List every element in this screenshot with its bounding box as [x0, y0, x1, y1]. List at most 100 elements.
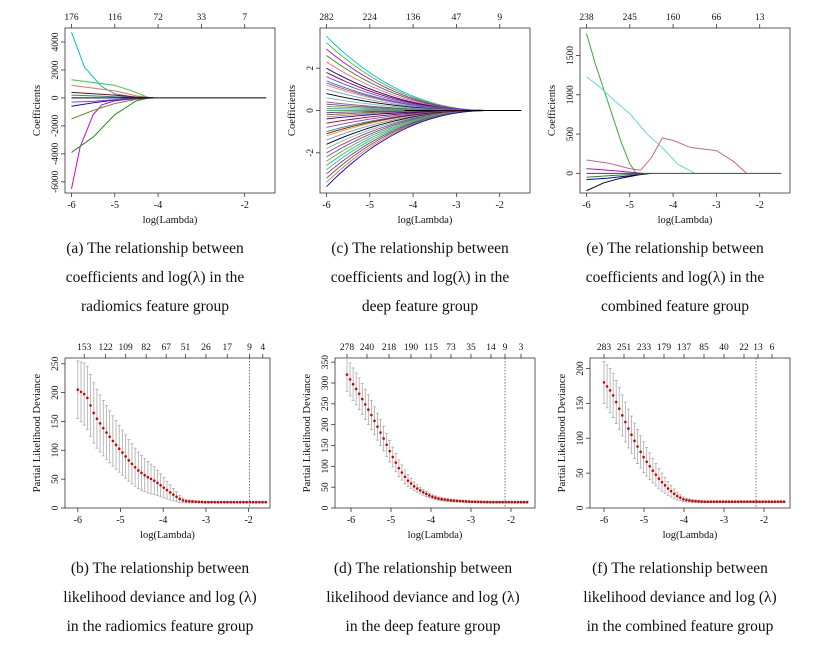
- deviance-point: [89, 404, 92, 407]
- y-axis-label: Coefficients: [287, 85, 298, 136]
- top-count-label: 238: [579, 13, 594, 23]
- chart-f-deviance: -6 -5 -4 -3 -2 283 251 233 179 137 85 40 22 13 6 0 50 100…: [557, 343, 791, 541]
- y-tick-label: 2000: [51, 60, 61, 79]
- deviance-point: [513, 500, 517, 504]
- deviance-point: [235, 500, 239, 504]
- deviance-point: [367, 408, 370, 411]
- plot-frame: [334, 357, 536, 509]
- y-tick-label: 4000: [51, 32, 61, 51]
- deviance-point: [715, 500, 719, 504]
- deviance-point: [391, 455, 395, 459]
- deviance-point: [403, 475, 407, 479]
- deviance-point: [749, 500, 752, 504]
- deviance-point: [421, 491, 425, 494]
- deviance-point: [216, 500, 220, 504]
- deviance-point: [779, 500, 783, 504]
- deviance-point: [642, 455, 645, 459]
- deviance-point: [621, 414, 624, 417]
- deviance-point: [682, 497, 685, 501]
- deviance-point: [507, 500, 510, 504]
- y-tick-label: 150: [51, 414, 61, 429]
- deviance-point: [718, 500, 722, 504]
- deviance-point: [452, 499, 456, 502]
- top-count-label: 160: [666, 13, 681, 23]
- x-tick-label: -4: [669, 200, 677, 211]
- deviance-point: [479, 500, 483, 504]
- y-tick-label: 1500: [566, 46, 576, 65]
- deviance-point: [175, 495, 178, 499]
- deviance-point: [669, 489, 673, 493]
- deviance-point: [194, 500, 197, 504]
- deviance-point: [165, 488, 169, 492]
- top-count-label: 109: [119, 343, 134, 353]
- deviance-point: [232, 500, 236, 504]
- deviance-point: [752, 500, 755, 504]
- deviance-point: [467, 500, 471, 503]
- deviance-point: [184, 499, 188, 503]
- plot-frame: [579, 27, 791, 194]
- x-tick-label: -2: [760, 515, 768, 526]
- deviance-point: [251, 500, 255, 504]
- deviance-point: [746, 500, 749, 504]
- top-count-label: 82: [141, 343, 151, 353]
- deviance-point: [666, 487, 670, 490]
- deviance-point: [470, 500, 474, 504]
- top-count-label: 85: [699, 343, 709, 353]
- deviance-point: [86, 396, 89, 400]
- deviance-point: [736, 500, 740, 504]
- x-tick-label: -4: [154, 200, 162, 211]
- caption-c-line-1: (c) The relationship between: [331, 240, 509, 257]
- x-tick-label: -3: [452, 200, 460, 211]
- deviance-point: [156, 481, 159, 485]
- deviance-point: [724, 500, 728, 504]
- deviance-point: [207, 500, 210, 504]
- deviance-point: [654, 473, 658, 476]
- deviance-point: [382, 437, 385, 440]
- deviance-point: [525, 500, 529, 504]
- deviance-point: [688, 499, 691, 502]
- deviance-point: [370, 413, 373, 417]
- deviance-point: [130, 462, 134, 466]
- caption-c-line-2: coefficients and log(λ) in the: [330, 269, 510, 286]
- y-tick-label: 150: [321, 438, 331, 453]
- deviance-point: [434, 496, 437, 500]
- deviance-point: [406, 479, 410, 482]
- chart-a-coefficients: -6 -5 -4 -2 176 116 72 33 7 -6000 -4000 -2000 0 2000 4…: [32, 13, 276, 226]
- caption-f-line-2: likelihood deviance and log (λ): [583, 589, 777, 606]
- deviance-point: [108, 435, 111, 439]
- coef-path-6: [586, 172, 652, 178]
- deviance-point: [82, 392, 86, 396]
- caption-c: (c) The relationship between coefficient…: [300, 234, 540, 321]
- deviance-point: [761, 500, 764, 504]
- y-tick-label: 200: [576, 361, 586, 376]
- deviance-point: [627, 427, 630, 430]
- x-tick-label: -4: [159, 515, 167, 526]
- top-count-label: 122: [98, 343, 113, 353]
- y-tick-label: 150: [576, 396, 586, 411]
- deviance-point: [678, 496, 682, 499]
- top-count-label: 153: [77, 343, 92, 353]
- deviance-point: [636, 445, 639, 448]
- deviance-point: [172, 493, 175, 496]
- panel-f: -6 -5 -4 -3 -2 283 251 233 179 137 85 40 22 13 6 0 50 100…: [540, 338, 810, 568]
- coef-path-39: [326, 110, 522, 135]
- panel-d: -6 -5 -4 -3 -2 278 240 218 190 115 73 35 14 9 3 0 50 100 1…: [285, 338, 555, 568]
- x-tick-label: -6: [600, 515, 608, 526]
- caption-d-line-3: in the deep feature group: [345, 618, 501, 635]
- deviance-point: [149, 477, 153, 481]
- deviance-point: [111, 439, 115, 443]
- top-count-label: 3: [519, 343, 524, 353]
- deviance-point: [354, 387, 358, 391]
- caption-d-line-1: (d) The relationship between: [333, 560, 513, 577]
- top-count-label: 190: [404, 343, 419, 353]
- deviance-point: [181, 499, 185, 502]
- top-count-label: 7: [242, 13, 247, 23]
- x-tick-label: -6: [74, 515, 82, 526]
- deviance-point: [639, 450, 642, 454]
- deviance-point: [645, 460, 649, 464]
- caption-e-line-3: combined feature group: [600, 298, 750, 315]
- deviance-point: [608, 389, 612, 392]
- y-axis-label: Coefficients: [547, 85, 558, 136]
- y-axis-label: Coefficients: [32, 85, 43, 136]
- deviance-point: [458, 499, 462, 503]
